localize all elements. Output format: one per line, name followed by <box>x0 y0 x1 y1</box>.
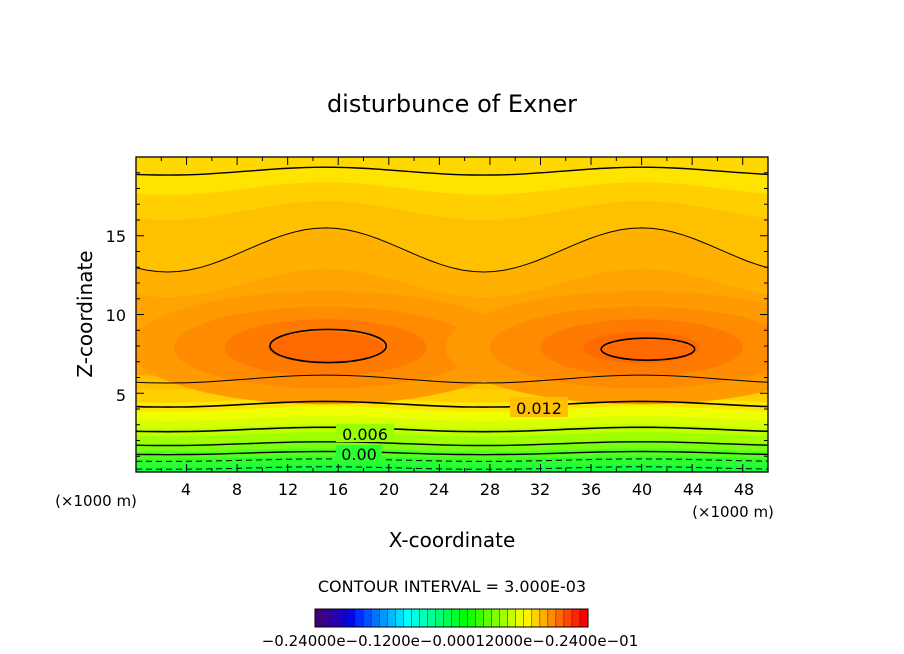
contour-line <box>136 166 768 176</box>
colorbar-segment <box>579 609 589 627</box>
colorbar-segment <box>571 609 581 627</box>
x-tick-label: 16 <box>328 480 348 499</box>
contour-line <box>136 400 768 408</box>
colorbar-segment <box>467 609 477 627</box>
x-tick-label: 44 <box>683 480 703 499</box>
contour-line <box>136 426 768 433</box>
contour-label-0006: 0.006 <box>342 425 388 444</box>
contour-lines <box>136 166 768 470</box>
colorbar-segment <box>443 609 452 627</box>
colorbar-segment <box>419 609 428 627</box>
contour-line-closed <box>269 328 388 364</box>
colorbar-segment <box>483 609 493 627</box>
x-axis-unit: (×1000 m) <box>692 503 774 521</box>
x-tick-labels: 4 8 12 16 20 24 28 32 36 40 44 48 <box>181 480 754 499</box>
colorbar-segment <box>395 609 404 627</box>
colorbar-segment <box>435 609 444 627</box>
colorbar-segment <box>531 609 541 627</box>
colorbar-segment <box>555 609 565 627</box>
colorbar-segment <box>371 609 380 627</box>
colorbar-segment <box>347 609 356 627</box>
colorbar-segment <box>563 609 573 627</box>
y-axis-unit: (×1000 m) <box>55 492 137 510</box>
x-tick-label: 4 <box>181 480 191 499</box>
colorbar-labels: −0.24000e−0.1200e−0.00012000e−0.2400e−01 <box>262 632 639 650</box>
x-axis-label: X-coordinate <box>389 528 516 552</box>
colorbar-segment <box>499 609 509 627</box>
contour-interval-text: CONTOUR INTERVAL = 3.000E-03 <box>318 577 586 596</box>
axis-ticks <box>136 157 768 472</box>
contour-line-negative <box>136 458 768 462</box>
colorbar-segment <box>387 609 396 627</box>
contour-fill-bands <box>136 157 768 472</box>
contour-labels: 0.012 0.006 0.00 <box>336 397 568 464</box>
colorbar-segment <box>507 609 517 627</box>
x-tick-label: 32 <box>530 480 550 499</box>
contour-line <box>136 450 768 456</box>
colorbar <box>314 609 589 627</box>
colorbar-segment <box>459 609 469 627</box>
colorbar-segment <box>315 609 324 627</box>
x-tick-label: 12 <box>278 480 298 499</box>
colorbar-frame <box>314 608 589 628</box>
contour-line <box>136 441 768 447</box>
colorbar-segment <box>403 609 412 627</box>
colorbar-segment <box>379 609 388 627</box>
colorbar-segment <box>523 609 533 627</box>
x-tick-label: 48 <box>734 480 754 499</box>
contour-label-000: 0.00 <box>341 445 377 464</box>
x-tick-label: 28 <box>480 480 500 499</box>
contour-line <box>136 227 768 273</box>
x-tick-label: 40 <box>632 480 652 499</box>
contour-label-0012: 0.012 <box>516 399 562 418</box>
colorbar-segment <box>515 609 525 627</box>
y-tick-label: 10 <box>106 306 126 325</box>
colorbar-segment <box>323 609 332 627</box>
colorbar-segment <box>331 609 340 627</box>
colorbar-segment <box>355 609 364 627</box>
colorbar-segment <box>547 609 557 627</box>
colorbar-segment <box>451 609 461 627</box>
x-tick-label: 36 <box>581 480 601 499</box>
y-tick-labels: 5 10 15 <box>106 227 126 405</box>
contour-band <box>267 331 384 364</box>
x-tick-label: 8 <box>232 480 242 499</box>
colorbar-segment <box>363 609 372 627</box>
colorbar-segment <box>411 609 420 627</box>
y-axis-label: Z-coordinate <box>73 250 97 377</box>
y-tick-label: 15 <box>106 227 126 246</box>
contour-line-negative <box>136 466 768 470</box>
colorbar-segment <box>339 609 348 627</box>
colorbar-segment <box>427 609 436 627</box>
colorbar-segment <box>491 609 501 627</box>
colorbar-segment <box>539 609 549 627</box>
contour-line-closed <box>600 337 696 361</box>
colorbar-segment <box>475 609 485 627</box>
contour-line <box>136 374 768 384</box>
x-tick-label: 20 <box>379 480 399 499</box>
x-tick-label: 24 <box>429 480 449 499</box>
y-tick-label: 5 <box>116 386 126 405</box>
contour-band <box>136 464 768 472</box>
chart-title: disturbunce of Exner <box>327 90 577 118</box>
